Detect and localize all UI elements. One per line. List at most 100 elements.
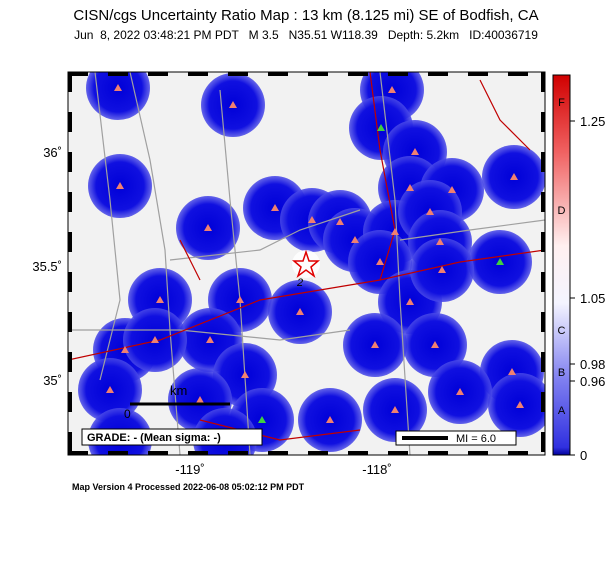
lat-label: 36˚ bbox=[43, 145, 62, 160]
grade-letter: C bbox=[558, 325, 566, 337]
frame-seg bbox=[68, 392, 72, 412]
frame-seg bbox=[68, 72, 72, 92]
colorbar bbox=[552, 74, 571, 456]
coverage-circle bbox=[488, 373, 545, 437]
colorbar-value: 0 bbox=[580, 448, 587, 463]
frame-seg bbox=[388, 451, 408, 455]
station bbox=[371, 341, 379, 348]
frame-seg bbox=[541, 192, 545, 212]
station bbox=[426, 208, 434, 215]
subtitle: Jun 8, 2022 03:48:21 PM PDT M 3.5 N35.51… bbox=[74, 28, 538, 42]
station bbox=[326, 416, 334, 423]
colorbar-value: 1.05 bbox=[580, 291, 605, 306]
station bbox=[116, 182, 124, 189]
frame-seg bbox=[541, 392, 545, 412]
frame-seg bbox=[541, 152, 545, 172]
station bbox=[296, 308, 304, 315]
title: CISN/cgs Uncertainty Ratio Map : 13 km (… bbox=[73, 7, 538, 24]
footer: Map Version 4 Processed 2022-06-08 05:02… bbox=[72, 482, 305, 492]
grade: GRADE: - (Mean sigma: -) bbox=[87, 432, 221, 444]
frame-seg bbox=[68, 232, 72, 252]
frame-seg bbox=[268, 451, 288, 455]
station bbox=[448, 186, 456, 193]
station bbox=[391, 406, 399, 413]
frame-seg bbox=[148, 72, 168, 76]
frame-seg bbox=[68, 352, 72, 372]
frame-seg bbox=[541, 352, 545, 372]
mi-box bbox=[395, 430, 517, 446]
frame-seg bbox=[308, 72, 328, 76]
station bbox=[271, 204, 279, 211]
epicenter bbox=[291, 249, 321, 279]
frame-seg bbox=[108, 72, 128, 76]
colorbar-value: 0.98 bbox=[580, 357, 605, 372]
station bbox=[376, 258, 384, 265]
station bbox=[431, 341, 439, 348]
grade-letter: B bbox=[558, 367, 565, 379]
station bbox=[106, 386, 114, 393]
station bbox=[114, 84, 122, 91]
grade-letter: D bbox=[558, 205, 566, 217]
frame-seg bbox=[228, 451, 248, 455]
station bbox=[241, 371, 249, 378]
frame-seg bbox=[68, 451, 88, 455]
roads bbox=[68, 72, 545, 455]
frame-seg bbox=[508, 451, 528, 455]
frame-seg bbox=[468, 451, 488, 455]
station bbox=[351, 236, 359, 243]
grade-letter: A bbox=[558, 405, 566, 417]
frame-seg bbox=[68, 72, 88, 76]
grade-letter: F bbox=[558, 97, 565, 109]
colorbar-value: 1.25 bbox=[580, 114, 605, 129]
frame-seg bbox=[541, 72, 545, 92]
frame-seg bbox=[541, 272, 545, 292]
scale-label: km bbox=[170, 383, 187, 398]
station bbox=[156, 296, 164, 303]
station bbox=[377, 124, 385, 131]
colorbar-labels: F D C B A 1.25 1.05 0.98 0.96 0 bbox=[558, 97, 606, 463]
station bbox=[229, 101, 237, 108]
frame-seg bbox=[468, 72, 488, 76]
coverage-circle bbox=[86, 72, 150, 120]
station bbox=[204, 224, 212, 231]
frame-seg bbox=[541, 112, 545, 132]
frame-seg bbox=[68, 152, 72, 172]
station bbox=[121, 346, 129, 353]
frame-seg bbox=[541, 312, 545, 332]
station bbox=[308, 216, 316, 223]
station bbox=[411, 148, 419, 155]
frame-seg bbox=[188, 451, 208, 455]
frame-seg bbox=[68, 112, 72, 132]
frame-ticks: 36˚ 35.5˚ 35˚ -119˚ -118˚ bbox=[32, 72, 545, 477]
scale-zero: 0 bbox=[124, 407, 131, 421]
station bbox=[206, 336, 214, 343]
frame-seg bbox=[148, 451, 168, 455]
grade-box bbox=[81, 428, 263, 446]
station bbox=[151, 336, 159, 343]
station bbox=[438, 266, 446, 273]
station bbox=[508, 368, 516, 375]
map-frame bbox=[67, 71, 546, 456]
station bbox=[196, 396, 204, 403]
frame-seg bbox=[348, 72, 368, 76]
station bbox=[496, 258, 504, 265]
lat-label: 35.5˚ bbox=[32, 259, 62, 274]
frame-seg bbox=[348, 451, 368, 455]
frame-seg bbox=[108, 451, 128, 455]
colorbar-value: 0.96 bbox=[580, 374, 605, 389]
frame-seg bbox=[428, 451, 448, 455]
frame-seg bbox=[228, 72, 248, 76]
station bbox=[236, 296, 244, 303]
frame-seg bbox=[68, 432, 72, 452]
frame-seg bbox=[68, 312, 72, 332]
station bbox=[510, 173, 518, 180]
frame-seg bbox=[541, 232, 545, 252]
station bbox=[336, 218, 344, 225]
station bbox=[258, 416, 266, 423]
frame-seg bbox=[68, 272, 72, 292]
frame-seg bbox=[541, 432, 545, 452]
map: 2 km 0 GRADE: - (Mean sigma: -) MI = 6.0 bbox=[68, 72, 545, 455]
intensity-legend: MI = 6.0 bbox=[456, 433, 496, 445]
lon-label: -119˚ bbox=[175, 462, 204, 477]
